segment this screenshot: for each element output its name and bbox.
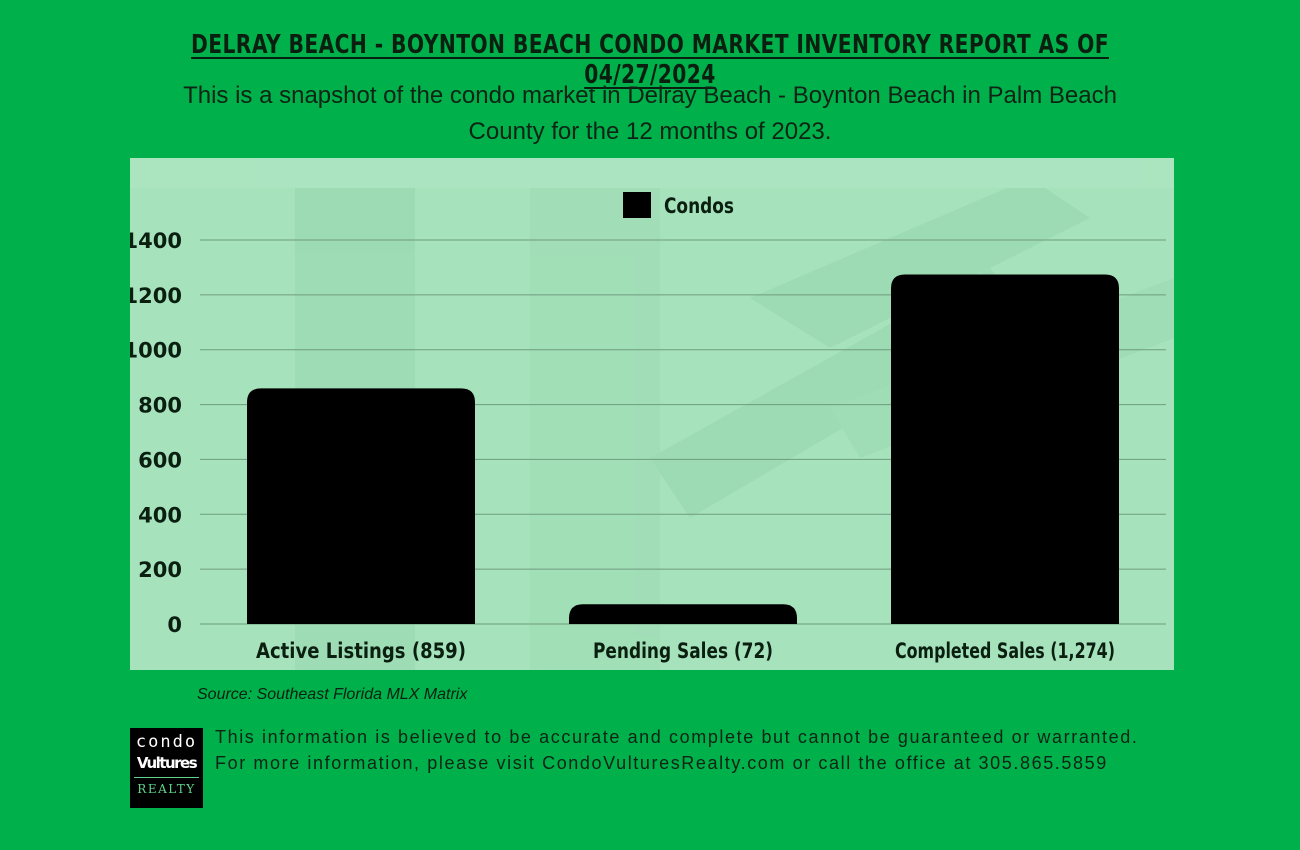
x-tick-label: Active Listings (859)	[256, 639, 466, 663]
logo-line-2: Vultures	[136, 754, 198, 772]
y-tick-label: 1000	[130, 339, 182, 363]
logo-line-1: condo	[135, 732, 198, 752]
x-axis: Active Listings (859) Pending Sales (72) C…	[256, 639, 1115, 663]
y-tick-label: 400	[138, 503, 182, 527]
legend: Condos	[623, 192, 734, 218]
x-tick-label: Pending Sales (72)	[593, 639, 773, 663]
y-tick-label: 800	[138, 394, 182, 418]
bar-chart: 0 200 400 600 800 1000 1200 1400 Active Listing…	[130, 158, 1174, 670]
y-tick-label: 1200	[130, 284, 182, 308]
y-tick-label: 1400	[130, 229, 182, 253]
bar	[569, 604, 797, 624]
page-subtitle: This is a snapshot of the condo market i…	[183, 82, 1117, 145]
y-axis: 0 200 400 600 800 1000 1200 1400	[130, 229, 182, 637]
logo-line-3: REALTY	[134, 777, 199, 800]
y-tick-label: 0	[167, 613, 182, 637]
condo-vultures-logo: condo Vultures REALTY	[130, 728, 203, 808]
y-tick-label: 600	[138, 448, 182, 472]
page-title: DELRAY BEACH - BOYNTON BEACH CONDO MARKE…	[191, 30, 1109, 90]
source-note: Source: Southeast Florida MLX Matrix	[197, 686, 468, 703]
bar	[247, 388, 475, 624]
disclaimer-text: This information is believed to be accur…	[215, 727, 1139, 773]
legend-swatch	[623, 192, 651, 218]
bar	[891, 274, 1119, 624]
x-tick-label: Completed Sales (1,274)	[895, 639, 1115, 663]
y-tick-label: 200	[138, 558, 182, 582]
bars	[247, 274, 1119, 624]
legend-label-condos: Condos	[664, 194, 734, 218]
chart-area: 0 200 400 600 800 1000 1200 1400 Active Listing…	[130, 158, 1174, 670]
